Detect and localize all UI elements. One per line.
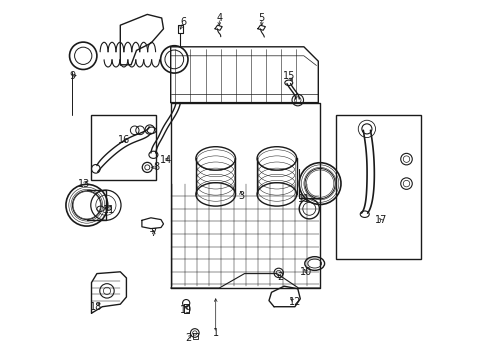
Text: 14: 14 (160, 155, 172, 165)
Text: 16: 16 (118, 135, 130, 145)
Text: 7: 7 (150, 228, 157, 238)
Text: 3: 3 (237, 191, 244, 201)
Text: 2: 2 (185, 333, 191, 343)
Text: 12: 12 (288, 297, 301, 307)
Text: 1: 1 (212, 328, 218, 338)
Text: 15: 15 (283, 71, 295, 81)
Text: 10: 10 (300, 267, 312, 277)
Text: 8: 8 (153, 162, 159, 172)
Text: 6: 6 (180, 17, 186, 27)
Text: 18: 18 (90, 302, 102, 312)
Text: 19: 19 (180, 305, 192, 315)
Text: 17: 17 (374, 215, 386, 225)
Text: 2: 2 (277, 272, 283, 282)
Text: 4: 4 (216, 13, 222, 23)
Text: 9: 9 (69, 71, 75, 81)
Text: 13: 13 (78, 179, 90, 189)
Text: 11: 11 (103, 204, 115, 215)
Text: 5: 5 (258, 13, 264, 23)
Text: 11: 11 (297, 194, 309, 204)
Bar (91, 115, 156, 180)
Bar (336, 115, 420, 259)
